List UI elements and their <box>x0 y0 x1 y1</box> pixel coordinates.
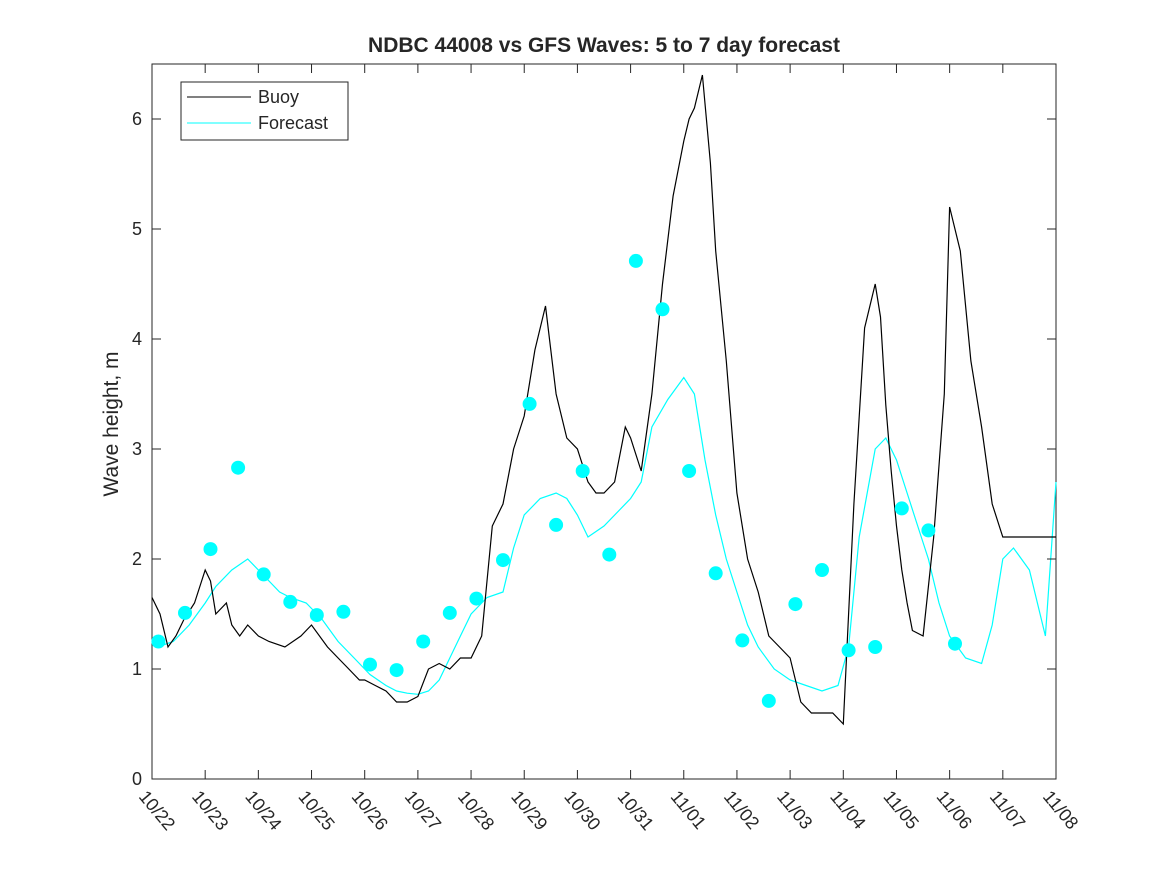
forecast-marker <box>841 643 856 658</box>
chart-title: NDBC 44008 vs GFS Waves: 5 to 7 day fore… <box>368 34 840 57</box>
forecast-marker <box>628 253 643 268</box>
legend-buoy-label: Buoy <box>258 87 299 107</box>
y-tick-label: 6 <box>132 109 142 129</box>
forecast-marker <box>363 657 377 672</box>
y-tick-label: 3 <box>132 439 142 459</box>
forecast-marker <box>894 501 909 516</box>
forecast-marker <box>442 605 457 620</box>
buoy-series-line <box>151 74 1056 726</box>
forecast-marker <box>336 604 351 619</box>
forecast-marker <box>178 605 192 620</box>
forecast-marker <box>469 591 484 606</box>
y-tick-label: 0 <box>132 769 142 789</box>
legend-box <box>180 81 349 141</box>
plot-area <box>151 63 1057 780</box>
forecast-marker <box>655 302 670 317</box>
forecast-marker <box>735 633 750 648</box>
forecast-marker <box>389 663 404 678</box>
forecast-marker <box>921 523 936 538</box>
y-tick-label: 4 <box>132 329 142 349</box>
forecast-marker <box>815 563 829 577</box>
forecast-marker <box>868 640 883 654</box>
forecast-marker <box>682 464 697 478</box>
forecast-marker <box>575 464 590 478</box>
forecast-marker <box>788 597 803 612</box>
series-layer <box>151 74 1057 726</box>
legend-forecast-label: Forecast <box>258 113 328 133</box>
forecast-marker <box>203 542 218 557</box>
forecast-marker <box>416 634 431 649</box>
y-tick-label: 1 <box>132 659 142 679</box>
forecast-marker <box>256 567 271 582</box>
y-tick-label: 2 <box>132 549 142 569</box>
forecast-series-line <box>157 376 1057 695</box>
forecast-marker <box>761 693 776 708</box>
forecast-marker <box>496 553 510 568</box>
forecast-marker <box>231 460 246 475</box>
axes-box <box>151 63 1057 780</box>
y-axis-label: Wave height, m <box>100 351 123 496</box>
forecast-marker <box>309 608 324 623</box>
forecast-marker <box>549 517 564 532</box>
legend: Buoy Forecast <box>180 81 349 141</box>
forecast-marker <box>948 636 962 651</box>
forecast-marker <box>283 594 298 609</box>
forecast-marker <box>151 634 166 649</box>
marker-layer <box>151 253 962 708</box>
forecast-marker <box>522 396 537 411</box>
y-tick-label: 5 <box>132 219 142 239</box>
forecast-marker <box>708 566 723 581</box>
y-axis: 0 1 2 3 4 5 6 <box>132 109 1056 789</box>
forecast-marker <box>602 547 617 562</box>
